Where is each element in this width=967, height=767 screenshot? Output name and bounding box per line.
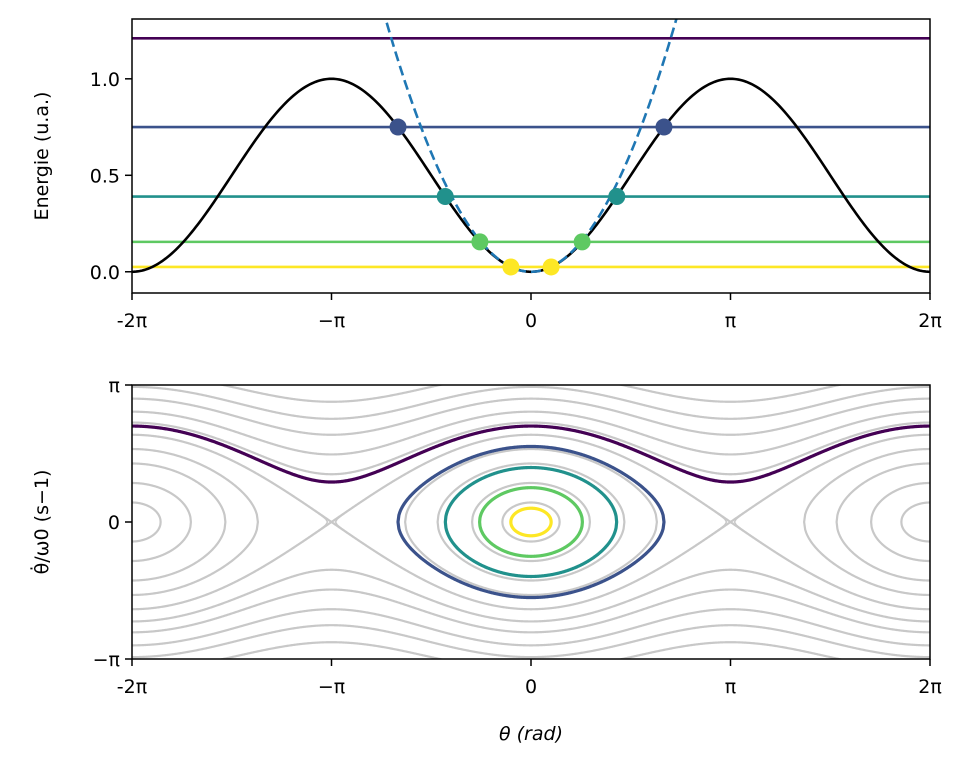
x-tick-label: 2π [918,676,942,698]
background-orbit [870,481,930,563]
highlighted-orbit [132,424,930,484]
intersection-marker [436,188,454,206]
phase-plot-area [132,385,930,659]
intersection-marker [502,258,520,276]
intersection-marker [542,258,560,276]
background-orbit [132,501,162,543]
background-orbit [900,501,930,543]
background-orbit [132,447,259,597]
background-orbit [132,608,930,647]
intersection-marker [655,118,673,136]
background-orbit [217,385,845,403]
x-tick-label: 0 [525,676,537,698]
separatrix-orbit [733,434,930,610]
highlighted-orbit [396,444,666,600]
background-orbit [501,501,561,543]
energy-y-ticks: 0.0 0.5 1.0 [90,69,132,284]
phase-x-ticks: -2π −π 0 π 2π [117,659,942,698]
phase-y-axis-label: θ̇/ω0 (s−1) [29,470,53,575]
y-tick-label: 0 [108,512,120,534]
x-tick-label: -2π [117,676,147,698]
intersection-marker [608,188,626,206]
intersection-marker [389,118,407,136]
separatrix-orbit [334,434,728,610]
background-orbit [132,410,930,456]
background-orbit [132,481,192,563]
x-tick-label: −π [318,676,345,698]
phase-x-axis-label: θ (rad) [499,723,563,745]
background-orbit [132,421,930,476]
phase-y-ticks: −π 0 π [93,375,132,671]
intersection-marker [471,233,489,251]
background-orbit [217,641,845,659]
highlighted-orbit [509,506,553,538]
highlighted-orbit [443,465,619,579]
separatrix-orbit [132,434,329,610]
y-tick-label: π [109,375,120,397]
energy-axes-frame [131,18,931,294]
background-orbit [803,447,930,597]
highlighted-orbit [478,486,584,558]
background-orbit [132,568,930,623]
x-tick-label: 0 [525,310,537,332]
y-tick-label: 0.5 [90,165,120,187]
x-tick-label: 2π [918,310,942,332]
y-tick-label: 0.0 [90,262,120,284]
y-tick-label: −π [93,649,120,671]
background-orbit [835,462,930,582]
x-tick-label: −π [318,310,345,332]
energy-y-axis-label: Energie (u.a.) [31,92,53,221]
energy-x-ticks: -2π −π 0 π 2π [117,293,942,332]
y-tick-label: 1.0 [90,69,120,91]
background-orbit [132,397,930,436]
background-orbit [132,588,930,634]
phase-panel: -2π −π 0 π 2π −π 0 π θ (rad) θ̇/ω0 (s−1) [29,375,942,745]
x-tick-label: π [725,310,736,332]
background-orbit [404,447,658,597]
background-orbit [132,385,930,420]
background-orbit [436,462,626,582]
energy-panel: -2π −π 0 π 2π 0.0 0.5 1.0 Energie (u.a.) [31,18,942,332]
energy-plot-area [132,19,930,276]
harmonic-approximation-curve [384,19,678,274]
background-orbit [471,481,591,563]
x-tick-label: -2π [117,310,147,332]
intersection-marker [573,233,591,251]
x-tick-label: π [725,676,736,698]
background-orbit [132,624,930,659]
background-orbit [132,462,227,582]
